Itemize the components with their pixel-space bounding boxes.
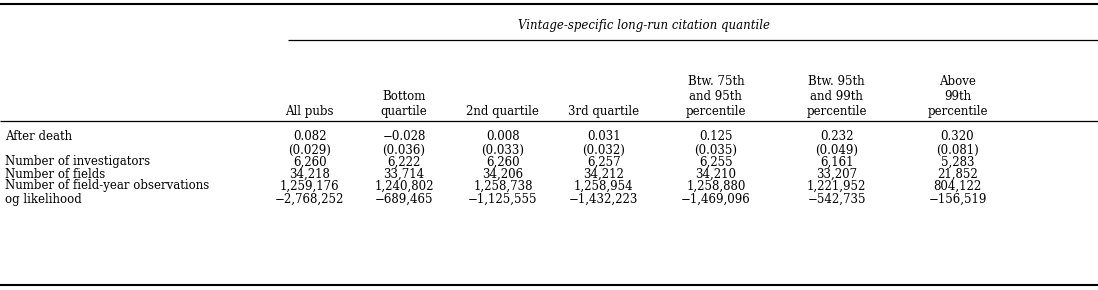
Text: 0.320: 0.320: [941, 130, 974, 142]
Text: Above
99th
percentile: Above 99th percentile: [927, 75, 988, 118]
Text: 804,122: 804,122: [933, 180, 982, 193]
Text: 1,221,952: 1,221,952: [807, 180, 866, 193]
Text: All pubs: All pubs: [285, 105, 334, 118]
Text: 34,210: 34,210: [695, 168, 737, 180]
Text: 0.232: 0.232: [820, 130, 853, 142]
Text: −156,519: −156,519: [928, 193, 987, 206]
Text: −1,125,555: −1,125,555: [468, 193, 538, 206]
Text: 1,258,738: 1,258,738: [473, 180, 533, 193]
Text: 0.031: 0.031: [587, 130, 620, 142]
Text: Number of field-year observations: Number of field-year observations: [5, 180, 210, 193]
Text: 6,260: 6,260: [293, 155, 326, 168]
Text: −2,768,252: −2,768,252: [274, 193, 345, 206]
Text: After death: After death: [5, 130, 72, 142]
Text: 1,258,954: 1,258,954: [574, 180, 634, 193]
Text: (0.081): (0.081): [937, 144, 978, 157]
Text: 1,258,880: 1,258,880: [686, 180, 746, 193]
Text: 34,206: 34,206: [482, 168, 524, 180]
Text: 2nd quartile: 2nd quartile: [467, 105, 539, 118]
Text: Btw. 95th
and 99th
percentile: Btw. 95th and 99th percentile: [806, 75, 867, 118]
Text: (0.033): (0.033): [481, 144, 525, 157]
Text: 0.125: 0.125: [699, 130, 732, 142]
Text: 0.082: 0.082: [293, 130, 326, 142]
Text: 33,207: 33,207: [816, 168, 858, 180]
Text: 1,240,802: 1,240,802: [374, 180, 434, 193]
Text: −542,735: −542,735: [807, 193, 866, 206]
Text: 34,218: 34,218: [289, 168, 330, 180]
Text: −1,469,096: −1,469,096: [681, 193, 751, 206]
Text: 6,260: 6,260: [486, 155, 519, 168]
Text: Bottom
quartile: Bottom quartile: [381, 90, 427, 118]
Text: (0.029): (0.029): [288, 144, 332, 157]
Text: −1,432,223: −1,432,223: [569, 193, 639, 206]
Text: Number of fields: Number of fields: [5, 168, 105, 180]
Text: Btw. 75th
and 95th
percentile: Btw. 75th and 95th percentile: [685, 75, 747, 118]
Text: 0.008: 0.008: [486, 130, 519, 142]
Text: og likelihood: og likelihood: [5, 193, 82, 206]
Text: −689,465: −689,465: [374, 193, 434, 206]
Text: 21,852: 21,852: [937, 168, 978, 180]
Text: (0.036): (0.036): [382, 144, 426, 157]
Text: 34,212: 34,212: [583, 168, 625, 180]
Text: 6,161: 6,161: [820, 155, 853, 168]
Text: 6,255: 6,255: [699, 155, 732, 168]
Text: 5,283: 5,283: [941, 155, 974, 168]
Text: 6,222: 6,222: [388, 155, 421, 168]
Text: 6,257: 6,257: [587, 155, 620, 168]
Text: 3rd quartile: 3rd quartile: [569, 105, 639, 118]
Text: Vintage-specific long-run citation quantile: Vintage-specific long-run citation quant…: [517, 19, 770, 32]
Text: (0.049): (0.049): [815, 144, 859, 157]
Text: −0.028: −0.028: [382, 130, 426, 142]
Text: 33,714: 33,714: [383, 168, 425, 180]
Text: (0.035): (0.035): [694, 144, 738, 157]
Text: 1,259,176: 1,259,176: [280, 180, 339, 193]
Text: (0.032): (0.032): [582, 144, 626, 157]
Text: Number of investigators: Number of investigators: [5, 155, 150, 168]
